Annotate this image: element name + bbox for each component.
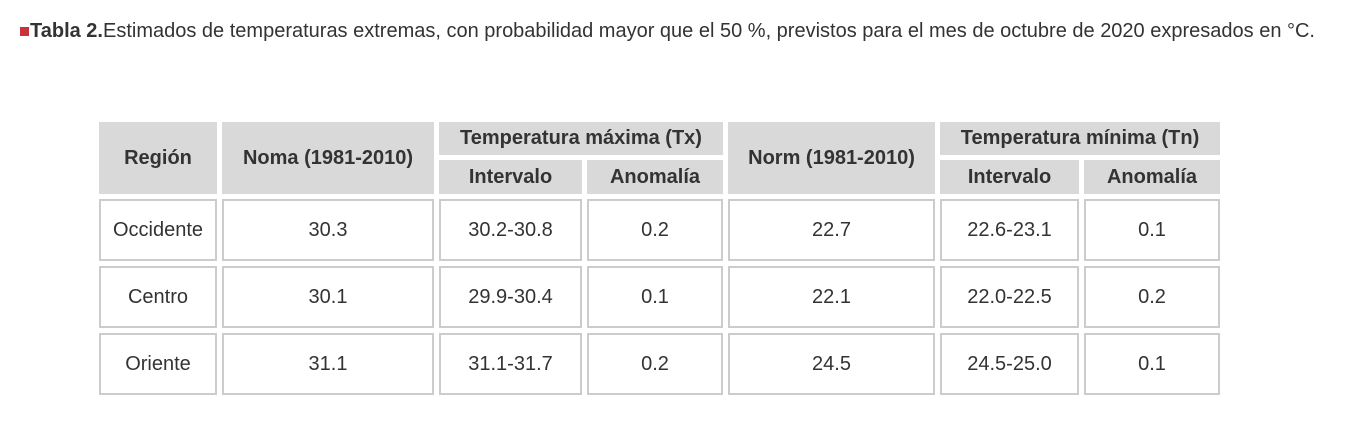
red-square-bullet-icon <box>20 27 29 36</box>
temperature-table: Región Noma (1981-2010) Temperatura máxi… <box>94 117 1225 400</box>
header-tn-anomaly: Anomalía <box>1084 160 1220 194</box>
cell-tx-interval: 29.9-30.4 <box>439 266 582 328</box>
cell-norm-tn: 22.7 <box>728 199 935 261</box>
cell-region: Occidente <box>99 199 217 261</box>
header-tn-interval: Intervalo <box>940 160 1079 194</box>
cell-tn-anomaly: 0.2 <box>1084 266 1220 328</box>
cell-norm-tn: 24.5 <box>728 333 935 395</box>
header-region: Región <box>99 122 217 194</box>
cell-norm-tn: 22.1 <box>728 266 935 328</box>
cell-tx-anomaly: 0.2 <box>587 333 723 395</box>
cell-tn-interval: 22.0-22.5 <box>940 266 1079 328</box>
header-tn-group: Temperatura mínima (Tn) <box>940 122 1220 155</box>
table-row: Centro 30.1 29.9-30.4 0.1 22.1 22.0-22.5… <box>99 266 1220 328</box>
header-norm-tx: Noma (1981-2010) <box>222 122 434 194</box>
cell-tx-anomaly: 0.1 <box>587 266 723 328</box>
table-row: Occidente 30.3 30.2-30.8 0.2 22.7 22.6-2… <box>99 199 1220 261</box>
header-tx-interval: Intervalo <box>439 160 582 194</box>
cell-region: Centro <box>99 266 217 328</box>
header-norm-tn: Norm (1981-2010) <box>728 122 935 194</box>
table-caption: Tabla 2.Estimados de temperaturas extrem… <box>20 18 1320 45</box>
cell-region: Oriente <box>99 333 217 395</box>
cell-tn-interval: 24.5-25.0 <box>940 333 1079 395</box>
caption-label: Tabla 2. <box>30 20 103 42</box>
cell-tn-anomaly: 0.1 <box>1084 199 1220 261</box>
cell-norm-tx: 30.3 <box>222 199 434 261</box>
caption-text: Estimados de temperaturas extremas, con … <box>103 20 1315 42</box>
cell-tn-anomaly: 0.1 <box>1084 333 1220 395</box>
cell-tx-interval: 30.2-30.8 <box>439 199 582 261</box>
cell-tn-interval: 22.6-23.1 <box>940 199 1079 261</box>
header-tx-group: Temperatura máxima (Tx) <box>439 122 723 155</box>
cell-norm-tx: 30.1 <box>222 266 434 328</box>
cell-tx-interval: 31.1-31.7 <box>439 333 582 395</box>
cell-norm-tx: 31.1 <box>222 333 434 395</box>
header-tx-anomaly: Anomalía <box>587 160 723 194</box>
table-row: Oriente 31.1 31.1-31.7 0.2 24.5 24.5-25.… <box>99 333 1220 395</box>
cell-tx-anomaly: 0.2 <box>587 199 723 261</box>
